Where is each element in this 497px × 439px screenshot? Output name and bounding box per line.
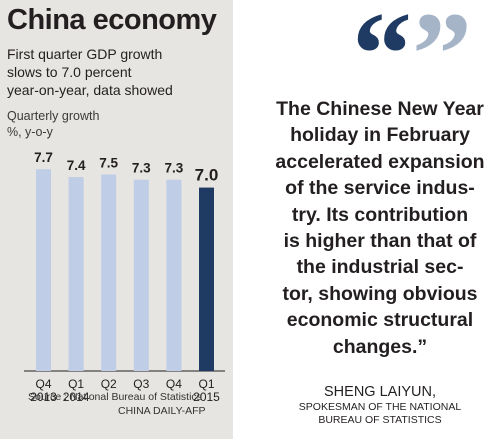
tick-label: Q1 — [68, 377, 84, 391]
tick-label: 2013 — [30, 390, 57, 404]
data-label: 7.0 — [195, 166, 219, 185]
y-axis-label: Quarterly growth %, y-o-y — [7, 109, 100, 139]
data-label: 7.3 — [132, 161, 151, 176]
bar — [133, 179, 149, 371]
bar — [36, 169, 51, 371]
bar — [101, 174, 117, 371]
tick-label: Q2 — [101, 377, 117, 391]
bar — [199, 187, 214, 371]
data-label: 7.7 — [34, 150, 53, 165]
chart-subtitle: First quarter GDP growth slows to 7.0 pe… — [7, 46, 173, 98]
chart-title: China economy — [7, 4, 217, 36]
bar — [166, 179, 182, 371]
source-note: Source : National Bureau of Statistics — [28, 391, 202, 403]
speaker-title: SPOKESMAN OF THE NATIONAL BUREAU OF STAT… — [298, 401, 462, 426]
tick-label: 2015 — [193, 390, 220, 404]
data-label: 7.4 — [67, 158, 86, 173]
tick-label: 2014 — [63, 390, 90, 404]
credit-line: CHINA DAILY-AFP — [118, 405, 206, 417]
tick-label: Q4 — [35, 377, 51, 391]
bar-chart: 7.7Q420137.4Q120147.5Q27.3Q37.3Q47.0Q120… — [24, 150, 225, 404]
data-label: 7.3 — [165, 161, 184, 176]
quotation-mark-icon: “” — [352, 0, 472, 120]
tick-label: Q3 — [133, 377, 149, 391]
quote-text: The Chinese New Year holiday in February… — [275, 98, 485, 358]
speaker-name: SHENG LAIYUN, — [324, 384, 436, 400]
chart-panel: China economy First quarter GDP growth s… — [0, 0, 233, 439]
tick-label: Q1 — [198, 377, 214, 391]
bar — [68, 177, 84, 371]
tick-label: Q4 — [166, 377, 182, 391]
data-label: 7.5 — [99, 155, 118, 170]
